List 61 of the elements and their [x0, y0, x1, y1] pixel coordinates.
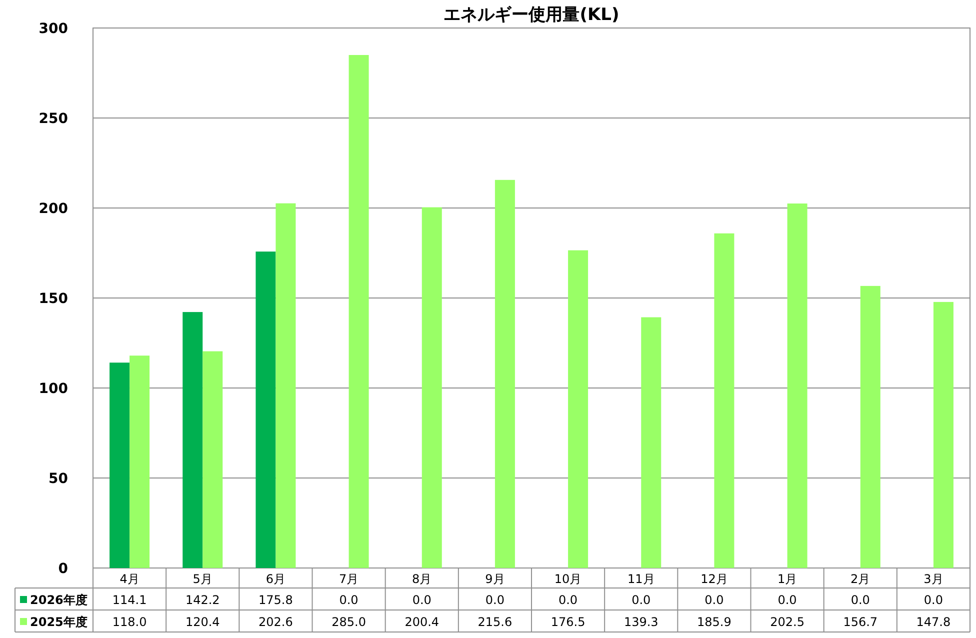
bar	[714, 233, 734, 568]
x-tick-label: 7月	[338, 572, 359, 586]
bar	[860, 286, 880, 568]
x-tick-label: 5月	[192, 572, 212, 586]
data-label: 0.0	[704, 593, 724, 607]
data-label: 0.0	[412, 593, 432, 607]
bar	[110, 362, 130, 568]
y-tick-label: 150	[38, 291, 68, 307]
data-label: 0.0	[632, 593, 651, 607]
data-label: 202.6	[258, 615, 293, 629]
chart-title: エネルギー使用量(KL)	[444, 5, 620, 25]
y-tick-label: 200	[38, 201, 68, 217]
y-tick-label: 0	[58, 561, 68, 577]
bar	[182, 312, 203, 568]
data-label: 0.0	[558, 593, 578, 607]
bar	[422, 207, 442, 568]
bar	[348, 55, 369, 568]
x-tick-label: 11月	[627, 572, 655, 586]
data-label: 175.8	[258, 593, 293, 607]
data-label: 0.0	[850, 593, 870, 607]
x-tick-label: 3月	[924, 572, 944, 586]
bar	[568, 250, 588, 568]
x-tick-label: 12月	[700, 572, 728, 586]
bar	[641, 317, 662, 568]
data-label: 0.0	[485, 593, 505, 607]
bar	[130, 356, 150, 568]
bar	[256, 252, 276, 568]
x-tick-label: 10月	[554, 572, 582, 586]
data-label: 185.9	[697, 615, 732, 629]
bar	[276, 203, 296, 568]
legend-label: 2026年度	[30, 593, 88, 607]
x-tick-label: 8月	[412, 572, 432, 586]
x-tick-label: 1月	[777, 572, 798, 586]
data-label: 156.7	[843, 615, 878, 629]
data-label: 0.0	[924, 593, 944, 607]
data-label: 176.5	[550, 615, 586, 629]
data-label: 285.0	[332, 615, 366, 629]
data-label: 215.6	[478, 615, 512, 629]
bar	[202, 351, 223, 568]
data-label: 0.0	[339, 593, 358, 607]
y-tick-label: 300	[38, 21, 68, 37]
data-label: 0.0	[778, 593, 797, 607]
y-tick-label: 100	[38, 381, 68, 397]
data-label: 120.4	[185, 615, 220, 629]
data-label: 139.3	[624, 615, 658, 629]
x-tick-label: 6月	[266, 572, 286, 586]
bar	[494, 180, 515, 568]
x-tick-label: 4月	[120, 572, 140, 586]
x-tick-label: 2月	[850, 572, 870, 586]
x-tick-label: 9月	[485, 572, 505, 586]
y-tick-label: 50	[48, 471, 68, 487]
data-label: 114.1	[112, 593, 147, 607]
data-label: 202.5	[770, 615, 804, 629]
y-tick-label: 250	[38, 111, 68, 127]
data-label: 142.2	[185, 593, 220, 607]
data-label: 200.4	[404, 615, 440, 629]
data-label: 118.0	[112, 615, 147, 629]
bar	[933, 302, 954, 568]
bar	[787, 204, 808, 568]
legend-label: 2025年度	[30, 615, 88, 629]
data-label: 147.8	[916, 615, 951, 629]
